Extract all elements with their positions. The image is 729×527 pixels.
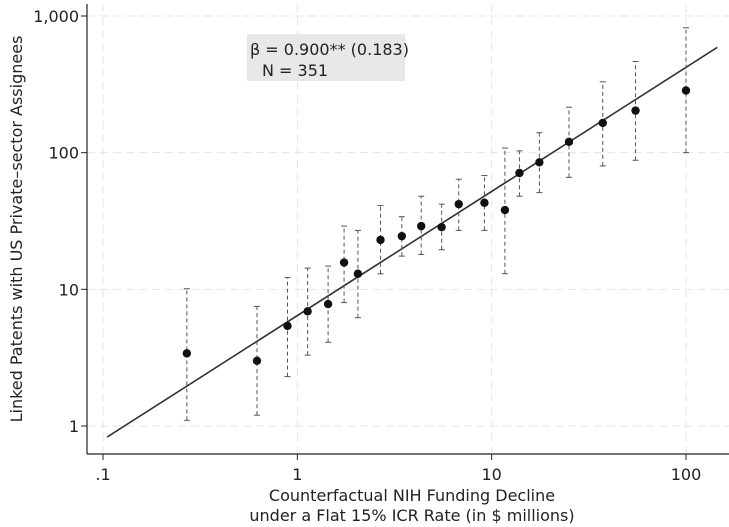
x-tick-label: 1 — [292, 465, 302, 484]
data-point — [631, 106, 640, 115]
data-point — [283, 321, 292, 331]
x-tick-label: .1 — [95, 465, 110, 484]
data-point — [252, 356, 262, 365]
y-tick-label: 1,000 — [33, 7, 79, 26]
x-axis-title-line1: Counterfactual NIH Funding Decline — [269, 486, 555, 505]
data-point — [339, 258, 349, 267]
y-tick-label: 10 — [59, 280, 79, 299]
grid — [87, 4, 729, 454]
data-point — [454, 199, 463, 209]
data-point — [397, 231, 407, 241]
annotation-n: N = 351 — [262, 61, 328, 80]
data-point — [353, 269, 363, 278]
data-points — [182, 86, 691, 365]
annotation-box: β = 0.900** (0.183) N = 351 — [247, 34, 409, 81]
annotation-beta: β = 0.900** (0.183) — [250, 40, 409, 59]
x-axis-title-line2: under a Flat 15% ICR Rate (in $ millions… — [249, 506, 574, 525]
data-point — [376, 235, 385, 245]
x-tick-label: 10 — [481, 465, 501, 484]
data-point — [681, 86, 691, 95]
data-point — [417, 221, 426, 231]
x-tick-label: 100 — [671, 465, 702, 484]
fit-line-group — [106, 46, 718, 438]
data-point — [515, 168, 524, 178]
y-tick-label: 1 — [69, 417, 79, 436]
data-point — [182, 349, 192, 358]
data-point — [303, 307, 312, 316]
data-point — [500, 205, 510, 215]
fit-line — [106, 46, 718, 438]
y-axis-title: Linked Patents with US Private–sector As… — [7, 36, 26, 423]
data-point — [598, 118, 607, 128]
y-tick-label: 100 — [48, 144, 79, 163]
data-point — [323, 299, 333, 309]
data-point — [437, 222, 446, 232]
annotation-background — [247, 34, 405, 81]
data-point — [480, 198, 489, 207]
data-point — [564, 137, 574, 147]
axes: .1 1 10 100 1 10 100 1,000 — [33, 4, 729, 484]
data-point — [535, 158, 544, 167]
